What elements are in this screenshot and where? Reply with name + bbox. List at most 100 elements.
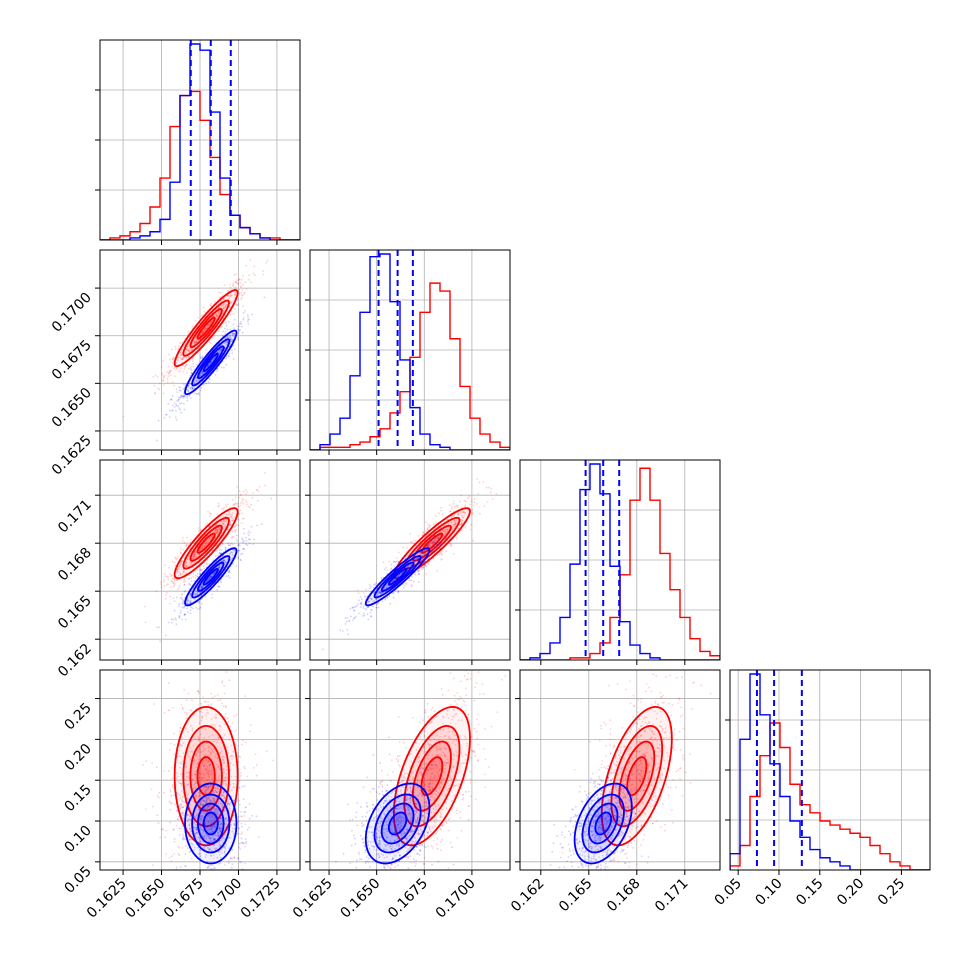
scatter-point bbox=[472, 513, 475, 516]
contour-blue bbox=[202, 352, 219, 373]
scatter-point bbox=[230, 755, 233, 758]
scatter-point bbox=[263, 296, 266, 299]
scatter-point bbox=[216, 523, 219, 526]
scatter-point bbox=[216, 588, 218, 591]
scatter-point bbox=[223, 684, 225, 687]
scatter-point bbox=[421, 533, 424, 535]
scatter-point bbox=[167, 578, 170, 581]
scatter-point bbox=[427, 563, 430, 566]
scatter-point bbox=[187, 390, 190, 392]
scatter-point bbox=[236, 503, 239, 506]
scatter-point bbox=[231, 512, 234, 514]
scatter-point bbox=[181, 847, 184, 849]
scatter-point bbox=[194, 776, 197, 779]
scatter-point bbox=[245, 806, 248, 809]
scatter-point bbox=[190, 347, 193, 350]
scatter-point bbox=[419, 547, 422, 550]
scatter-point bbox=[201, 716, 204, 719]
scatter-point bbox=[187, 755, 190, 758]
scatter-point bbox=[179, 402, 181, 405]
scatter-point bbox=[215, 777, 218, 780]
scatter-point bbox=[218, 833, 221, 835]
scatter-point bbox=[190, 369, 193, 372]
scatter-point bbox=[200, 585, 203, 588]
scatter-point bbox=[183, 386, 186, 389]
scatter-point bbox=[187, 349, 190, 351]
scatter-point bbox=[195, 606, 198, 609]
scatter-point bbox=[424, 564, 426, 567]
scatter-point bbox=[229, 515, 232, 518]
scatter-point bbox=[201, 717, 203, 720]
scatter-point bbox=[172, 560, 174, 563]
scatter-point bbox=[366, 606, 369, 608]
scatter-point bbox=[169, 374, 172, 377]
scatter-point bbox=[192, 744, 195, 747]
scatter-point bbox=[432, 541, 435, 544]
scatter-point bbox=[181, 833, 184, 836]
scatter-point bbox=[257, 490, 260, 493]
scatter-point bbox=[205, 769, 207, 771]
scatter-point bbox=[184, 396, 187, 398]
contour-blue bbox=[373, 555, 422, 599]
scatter-point bbox=[254, 753, 257, 755]
scatter-point bbox=[175, 618, 177, 621]
scatter-point bbox=[473, 504, 475, 507]
scatter-point bbox=[186, 355, 188, 358]
scatter-point bbox=[183, 571, 185, 574]
scatter-point bbox=[163, 770, 165, 772]
scatter-point bbox=[230, 301, 233, 304]
contour-blue bbox=[184, 329, 238, 396]
scatter-point bbox=[345, 620, 348, 623]
scatter-point bbox=[212, 840, 215, 842]
scatter-point bbox=[461, 520, 464, 522]
scatter-point bbox=[180, 704, 183, 706]
scatter-point bbox=[246, 775, 249, 778]
scatter-point bbox=[208, 814, 211, 816]
scatter-point bbox=[180, 354, 183, 356]
scatter-point bbox=[183, 837, 185, 840]
scatter-point bbox=[214, 530, 217, 532]
scatter-point bbox=[233, 293, 236, 296]
scatter-point bbox=[172, 358, 174, 361]
scatter-point bbox=[382, 588, 385, 590]
scatter-point bbox=[218, 729, 221, 732]
scatter-point bbox=[231, 294, 233, 297]
scatter-point bbox=[196, 593, 199, 595]
scatter-point bbox=[429, 538, 431, 541]
scatter-point bbox=[229, 513, 232, 516]
scatter-point bbox=[453, 525, 456, 528]
scatter-point bbox=[240, 772, 242, 774]
scatter-point bbox=[180, 785, 183, 787]
scatter-point bbox=[207, 704, 210, 706]
scatter-point bbox=[191, 386, 193, 389]
scatter-point bbox=[230, 339, 232, 341]
scatter-point bbox=[209, 575, 212, 578]
scatter-point bbox=[173, 584, 176, 586]
scatter-point bbox=[196, 379, 198, 382]
scatter-point bbox=[187, 555, 190, 558]
scatter-point bbox=[194, 834, 197, 837]
scatter-point bbox=[228, 860, 230, 862]
scatter-point bbox=[460, 494, 462, 497]
scatter-point bbox=[122, 415, 125, 418]
scatter-point bbox=[182, 549, 185, 551]
scatter-point bbox=[167, 375, 170, 378]
scatter-point bbox=[249, 259, 252, 261]
scatter-point bbox=[180, 609, 182, 612]
scatter-point bbox=[236, 740, 239, 742]
scatter-point bbox=[242, 547, 244, 550]
scatter-point bbox=[231, 334, 234, 337]
scatter-point bbox=[199, 374, 201, 377]
scatter-point bbox=[177, 845, 180, 848]
scatter-point bbox=[221, 681, 223, 684]
scatter-point bbox=[209, 321, 212, 324]
scatter-point bbox=[437, 536, 440, 539]
scatter-point bbox=[230, 337, 233, 340]
scatter-point bbox=[203, 310, 206, 313]
scatter-point bbox=[422, 556, 425, 558]
scatter-point bbox=[175, 825, 178, 827]
histogram-red bbox=[310, 282, 510, 450]
scatter-point bbox=[458, 500, 461, 503]
scatter-point bbox=[210, 703, 213, 706]
scatter-point bbox=[225, 324, 228, 327]
